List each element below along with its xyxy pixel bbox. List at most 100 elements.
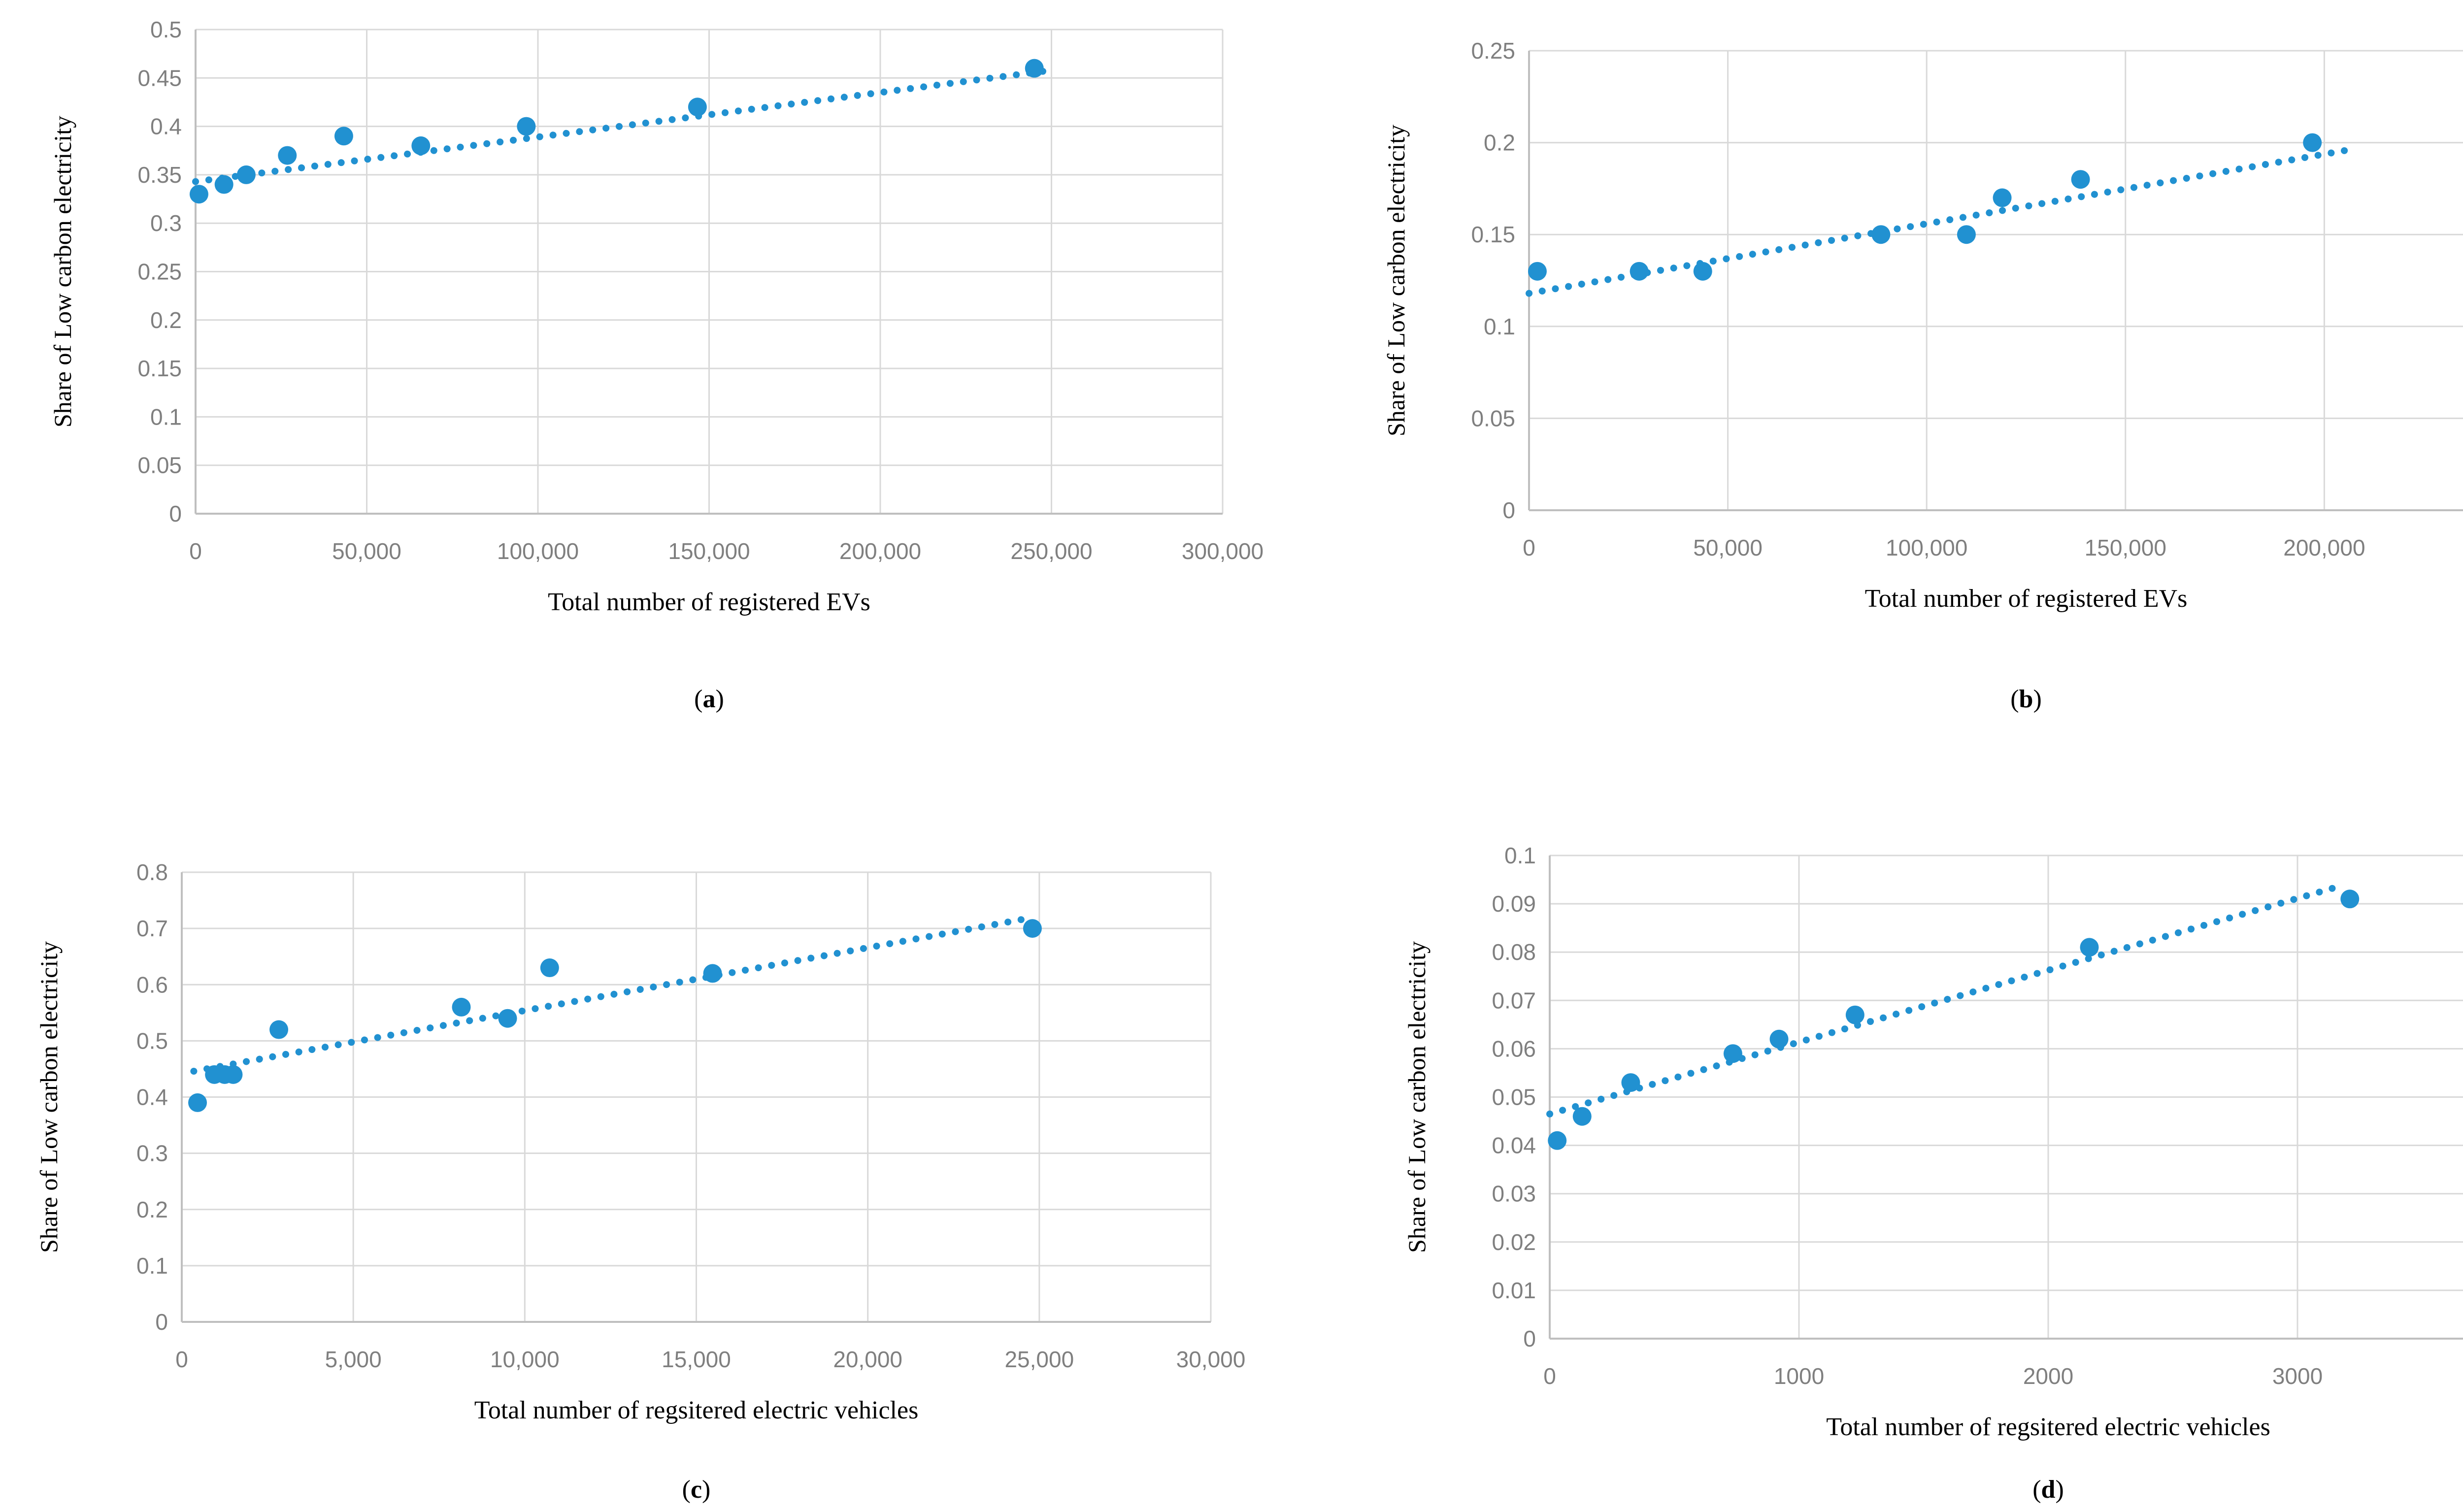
trendline-dotted <box>192 66 1055 185</box>
x-tick-label: 50,000 <box>1693 535 1763 560</box>
y-tick-label: 0.07 <box>1492 987 1536 1013</box>
data-point <box>1957 225 1976 244</box>
y-tick-label: 0.15 <box>137 356 182 381</box>
chart-b-scatter: 0 0.05 0.1 0.15 0.2 0.25 0 50,000 100,000 150,000… <box>1303 0 2463 756</box>
x-tick-label: 3000 <box>2272 1363 2323 1389</box>
x-tick-label: 200,000 <box>839 538 921 564</box>
data-point <box>1621 1073 1640 1092</box>
y-tick-label: 0.06 <box>1492 1036 1536 1061</box>
data-point <box>2071 170 2090 189</box>
y-tick-label: 0.5 <box>150 17 182 42</box>
y-tick-label: 0.25 <box>1471 38 1515 64</box>
y-tick-label: 0.1 <box>150 404 182 429</box>
data-point <box>2303 133 2322 152</box>
y-tick-label: 0.08 <box>1492 939 1536 965</box>
caption-letter: d <box>2041 1476 2056 1504</box>
y-tick-label: 0.03 <box>1492 1181 1536 1207</box>
x-tick-label: 5,000 <box>325 1347 382 1372</box>
caption-open: ( <box>682 1476 691 1504</box>
data-point <box>1723 1044 1742 1063</box>
x-tick-label: 20,000 <box>833 1347 902 1372</box>
plot-area-b: 0 0.05 0.1 0.15 0.2 0.25 0 50,000 100,000 150,000… <box>1471 38 2463 560</box>
x-tick-label: 0 <box>1543 1363 1556 1389</box>
data-point <box>540 958 559 978</box>
data-point <box>1548 1131 1567 1150</box>
y-axis-title-d: Share of Low carbon electricity <box>1403 941 1431 1253</box>
y-tick-label: 0.45 <box>137 65 182 91</box>
y-tick-label: 0.4 <box>136 1085 168 1110</box>
x-tick-label: 0 <box>189 538 202 564</box>
caption-open: ( <box>2010 685 2019 713</box>
x-tick-label: 2000 <box>2023 1363 2073 1389</box>
data-point <box>498 1009 517 1028</box>
y-tick-label: 0.01 <box>1492 1278 1536 1303</box>
y-tick-label: 0.05 <box>1471 405 1515 431</box>
data-point <box>452 997 471 1017</box>
y-tick-label: 0.35 <box>137 162 182 188</box>
y-tick-label: 0.8 <box>136 859 168 885</box>
y-tick-label: 0 <box>1523 1326 1536 1351</box>
x-tick-label: 300,000 <box>1182 538 1264 564</box>
data-point <box>2340 889 2360 909</box>
trendline-dotted <box>1526 146 2352 297</box>
y-tick-label: 0.04 <box>1492 1133 1536 1158</box>
y-tick-label: 0.05 <box>137 453 182 478</box>
data-point <box>2080 938 2099 957</box>
caption-letter: c <box>690 1476 702 1504</box>
chart-c-scatter: 0 0.1 0.2 0.3 0.4 0.5 0.6 0.7 0.8 0 5,000 10,000 15,… <box>0 756 1303 1512</box>
data-point <box>688 98 707 117</box>
caption-close: ) <box>2055 1476 2064 1504</box>
x-tick-label: 200,000 <box>2283 535 2365 560</box>
data-point <box>1693 262 1712 281</box>
data-point <box>236 165 256 184</box>
data-point <box>517 117 536 136</box>
x-tick-label: 0 <box>1523 535 1535 560</box>
caption-b: (b) <box>1529 685 2463 714</box>
data-point <box>411 136 431 155</box>
data-point <box>188 1093 207 1112</box>
caption-d: (d) <box>1550 1475 2463 1504</box>
y-tick-label: 0.1 <box>1504 843 1536 868</box>
x-tick-label: 100,000 <box>1886 535 1967 560</box>
caption-letter: b <box>2019 685 2033 713</box>
y-tick-label: 0 <box>155 1309 168 1335</box>
caption-close: ) <box>715 685 724 713</box>
data-point <box>278 146 297 165</box>
x-tick-label: 250,000 <box>1010 538 1092 564</box>
data-point <box>224 1065 243 1084</box>
data-point <box>269 1020 289 1039</box>
plot-area-a: 0 0.05 0.1 0.15 0.2 0.25 0.3 0.35 0.4 0.45 0.5 0 50,… <box>137 17 1264 564</box>
chart-a-scatter: 0 0.05 0.1 0.15 0.2 0.25 0.3 0.35 0.4 0.45 0.5 0 50,… <box>0 0 1303 756</box>
trendline-dotted <box>1546 883 2341 1118</box>
y-tick-label: 0.4 <box>150 114 182 139</box>
data-point <box>703 964 722 983</box>
data-point <box>1630 262 1649 281</box>
x-tick-label: 150,000 <box>668 538 750 564</box>
y-tick-label: 0.05 <box>1492 1085 1536 1110</box>
plot-area-c: 0 0.1 0.2 0.3 0.4 0.5 0.6 0.7 0.8 0 5,000 10,000 15,… <box>136 859 1245 1372</box>
data-point <box>1871 225 1891 244</box>
caption-close: ) <box>702 1476 711 1504</box>
x-tick-label: 15,000 <box>662 1347 731 1372</box>
caption-a: (a) <box>196 685 1223 714</box>
y-tick-label: 0.2 <box>1484 130 1515 156</box>
y-tick-label: 0.3 <box>136 1141 168 1166</box>
y-tick-label: 0.1 <box>1484 314 1515 339</box>
x-tick-label: 150,000 <box>2085 535 2166 560</box>
y-tick-label: 0.25 <box>137 259 182 285</box>
data-point <box>214 175 233 194</box>
y-tick-label: 0.7 <box>136 916 168 941</box>
caption-open: ( <box>2032 1476 2041 1504</box>
x-axis-title-c: Total number of regsitered electric vehi… <box>474 1396 919 1424</box>
y-tick-label: 0.09 <box>1492 891 1536 917</box>
caption-c: (c) <box>182 1475 1211 1504</box>
y-tick-label: 0.5 <box>136 1028 168 1053</box>
y-tick-label: 0.02 <box>1492 1229 1536 1255</box>
y-tick-label: 0.2 <box>136 1197 168 1222</box>
chart-d-scatter: 0 0.01 0.02 0.03 0.04 0.05 0.06 0.07 0.08 0.09 0.1… <box>1303 756 2463 1512</box>
x-tick-label: 10,000 <box>490 1347 560 1372</box>
x-tick-label: 25,000 <box>1004 1347 1074 1372</box>
x-axis-title-b: Total number of registered EVs <box>1864 585 2188 613</box>
caption-letter: a <box>702 685 716 713</box>
